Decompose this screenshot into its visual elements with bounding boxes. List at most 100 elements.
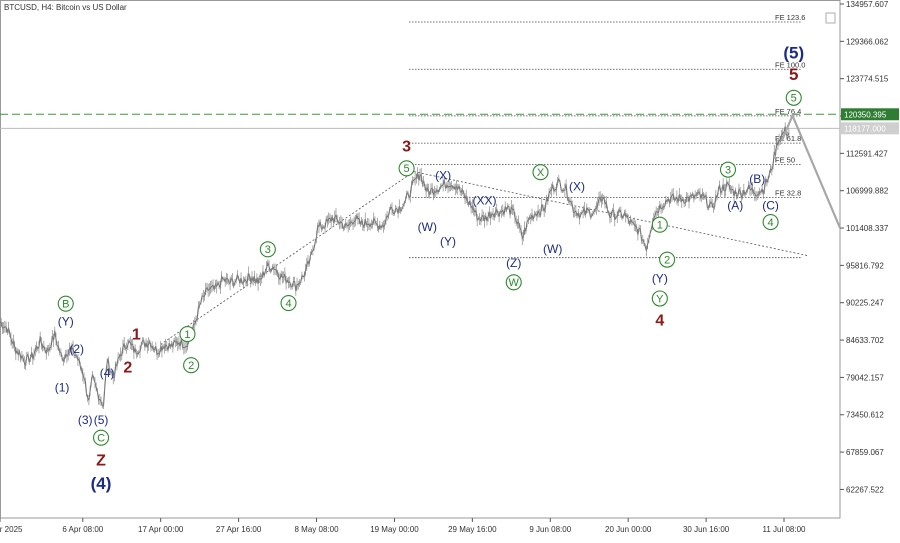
wave-label: 5 [789,65,798,84]
wave-label: 4 [655,312,664,329]
wave-label: (3) [78,413,93,427]
wave-label-text: (A) [727,198,743,212]
wave-label: (4) [91,474,112,493]
wave-label: 2 [183,357,200,374]
x-tick-label: 11 Jul 08:00 [763,525,807,534]
y-tick-label: 67859.067 [846,448,884,457]
wave-label-text: 1 [132,327,141,344]
x-tick-label: 6 Apr 08:00 [62,525,103,534]
wave-label: B [57,295,74,312]
wave-label: 2 [123,360,132,377]
wave-label-text: 3 [402,138,411,155]
wave-label: 2 [659,251,676,268]
x-tick-label: 20 Jun 00:00 [605,525,652,534]
wave-label-text: (W) [543,242,562,256]
wave-label: (4) [100,366,115,380]
wave-label-text: (Y) [58,314,74,328]
fib-level-label: FE 76.4 [775,107,801,116]
wave-label: (X) [435,169,451,183]
wave-label: (5) [783,43,804,62]
wave-label: (X) [569,180,585,194]
wave-label-circle [398,160,415,177]
wave-label-text: (C) [762,198,779,212]
wave-label: (1) [55,380,70,394]
wave-label: (5) [94,413,109,427]
wave-label: X [532,164,549,181]
wave-label-circle [183,357,200,374]
current-price-label: 120350.395 [844,110,887,119]
y-tick-label: 106999.882 [846,187,889,196]
x-tick-label: 30 Jun 16:00 [683,525,730,534]
wave-label-circle [785,89,802,106]
wave-label: (XX) [473,193,497,207]
y-tick-label: 73450.612 [846,411,884,420]
fib-level-label: FE 100.0 [775,60,805,69]
y-tick-label: 129366.062 [846,37,889,46]
wave-label-text: C [97,433,105,445]
x-tick-label: 8 May 08:00 [295,525,340,534]
x-tick-label: 17 Apr 00:00 [138,525,184,534]
wave-label: 1 [651,216,668,233]
y-tick-label: 62267.522 [846,485,884,494]
wave-label: 4 [762,214,779,231]
wave-label-circle [719,161,737,178]
wave-label-text: 5 [404,163,410,175]
wave-label-text: (4) [100,366,115,380]
wave-label: 1 [132,327,141,344]
wave-label-circle [651,216,668,233]
x-tick-label: 19 May 00:00 [370,525,419,534]
wave-label: (Z) [506,256,521,270]
fib-level-label: FE 32.8 [775,188,801,197]
wave-label: (Y) [440,235,456,249]
wave-label: (Y) [58,314,74,328]
wave-label-text: X [537,167,545,179]
wave-label-text: W [509,277,520,289]
y-tick-label: 101408.337 [846,224,889,233]
wave-label: (W) [543,242,562,256]
wave-label-circle [179,326,196,343]
wave-label-circle [651,290,668,307]
last-price-tag [841,122,899,135]
wave-label-circle [57,295,74,312]
y-tick-label: 112591.427 [846,149,888,158]
wave-label: 5 [398,160,415,177]
x-tick-label: 27 Apr 16:00 [216,525,262,534]
wave-label-text: 5 [789,65,798,84]
wave-label: 3 [719,161,737,178]
wave-label: (2) [69,342,84,356]
current-price-tag [841,108,899,121]
wave-label-text: Z [96,452,106,469]
wave-label: 3 [259,241,276,258]
wave-label-text: 1 [184,329,190,341]
x-tick-label: 9 Jun 08:00 [529,525,571,534]
wave-label: C [92,429,110,446]
wave-label-text: 4 [655,312,664,329]
wave-label-text: (2) [69,342,84,356]
wave-label-text: (B) [749,172,765,186]
wave-label: Y [651,290,668,307]
wave-label-circle [762,214,779,231]
wave-label-text: 1 [657,220,663,232]
wave-label: (B) [749,172,765,186]
wave-label-circle [259,241,276,258]
wave-label-circle [92,429,110,446]
info-icon [825,12,836,24]
wave-label-circle [532,164,549,181]
wave-label-text: 5 [791,93,797,105]
y-tick-label: 79042.157 [846,373,884,382]
wave-label-text: (W) [418,220,437,234]
wave-label-circle [659,251,676,268]
fib-level-label: FE 61.8 [775,134,801,143]
fib-level-label: FE 50 [775,155,795,164]
x-tick-label: 29 May 16:00 [448,525,497,534]
wave-label-text: 3 [725,164,731,176]
wave-label-text: 3 [265,244,271,256]
wave-label: (C) [762,198,779,212]
wave-label: (W) [418,220,437,234]
wave-label-text: 4 [768,217,774,229]
wave-label-text: (4) [91,474,112,493]
wave-label-text: (X) [435,169,451,183]
y-tick-label: 84633.702 [846,336,884,345]
